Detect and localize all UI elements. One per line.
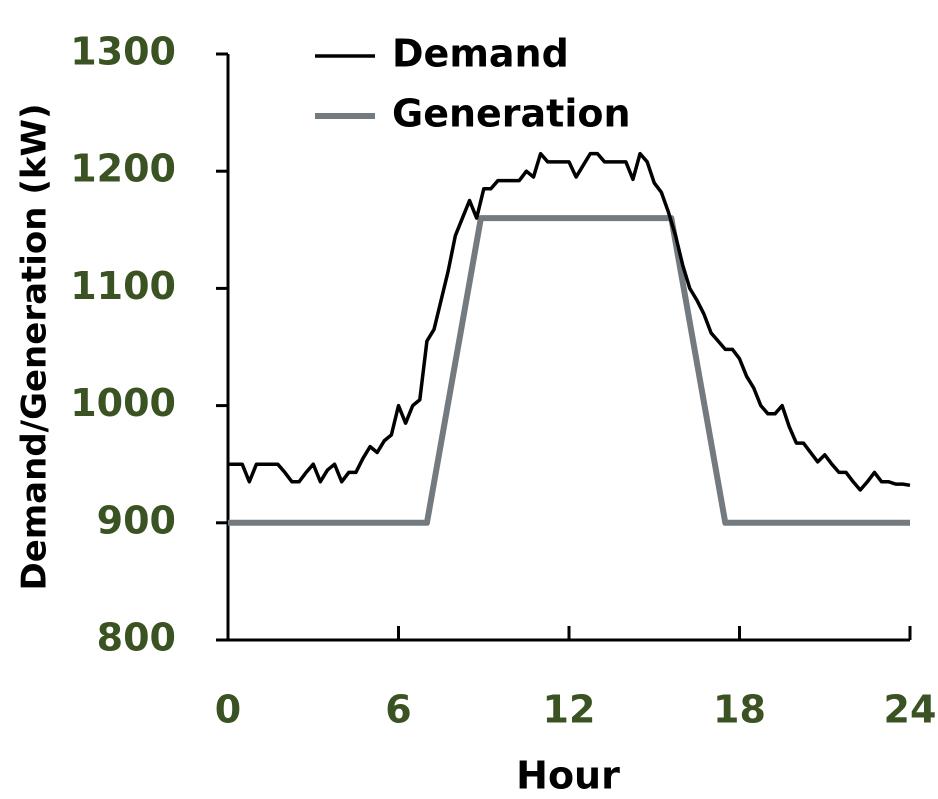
x-tick-label: 6 (385, 688, 411, 732)
y-tick-label: 1200 (70, 147, 176, 191)
x-axis-label: Hour (516, 754, 620, 798)
x-tick-label: 24 (884, 688, 937, 732)
y-tick-label: 1300 (70, 30, 176, 74)
line-series (228, 215, 910, 526)
x-tick-label: 18 (713, 688, 766, 732)
y-tick-label: 900 (97, 498, 176, 542)
y-tick-label: 1100 (70, 264, 176, 308)
x-tick-label: 12 (543, 688, 596, 732)
y-tick-label: 1000 (70, 381, 176, 425)
y-tick-label: 800 (97, 616, 176, 660)
y-axis-label: Demand/Generation (kW) (15, 103, 55, 590)
line-series (228, 151, 911, 492)
legend-label: Demand (392, 32, 569, 76)
legend-label: Generation (392, 92, 631, 136)
x-tick-label: 0 (215, 688, 241, 732)
